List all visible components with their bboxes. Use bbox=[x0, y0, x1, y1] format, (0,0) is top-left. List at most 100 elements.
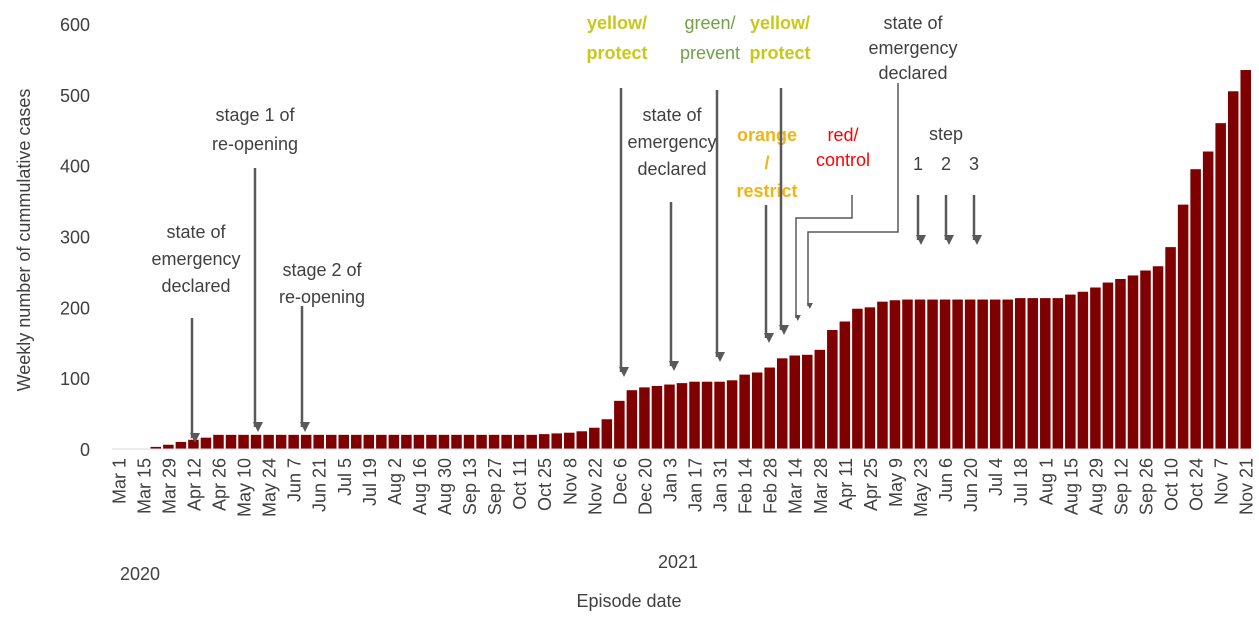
bar bbox=[902, 299, 913, 449]
bar bbox=[338, 434, 350, 449]
y-tick-label: 0 bbox=[80, 440, 90, 460]
annotation-line: control bbox=[816, 150, 870, 170]
x-tick-label: Aug 1 bbox=[1036, 458, 1056, 505]
x-tick-label: Nov 8 bbox=[560, 458, 580, 505]
bar bbox=[1215, 123, 1226, 450]
annotation-line: 1 bbox=[913, 154, 923, 174]
x-tick-label: May 24 bbox=[260, 458, 280, 517]
bar bbox=[726, 380, 738, 449]
bar bbox=[676, 383, 688, 449]
bar bbox=[814, 349, 826, 449]
bar bbox=[1040, 298, 1051, 449]
x-tick-label: Jan 3 bbox=[660, 458, 680, 502]
annotation-line: declared bbox=[637, 159, 706, 179]
bar bbox=[501, 434, 512, 449]
bar bbox=[764, 367, 775, 449]
bar bbox=[426, 434, 437, 449]
annotation-line: declared bbox=[878, 63, 947, 83]
x-tick-label: Jun 20 bbox=[961, 458, 981, 512]
bar bbox=[476, 434, 487, 449]
bar bbox=[488, 434, 500, 449]
annotation-line: stage 1 of bbox=[215, 105, 295, 125]
x-tick-label: Mar 14 bbox=[786, 458, 806, 514]
annotation: orange / restrict bbox=[736, 125, 797, 201]
bar bbox=[614, 400, 625, 449]
bar bbox=[964, 299, 976, 449]
annotation-line: green/ bbox=[684, 13, 735, 33]
x-tick-label: Apr 26 bbox=[209, 458, 229, 511]
y-tick-label: 100 bbox=[60, 369, 90, 389]
x-tick-label: Oct 25 bbox=[535, 458, 555, 511]
bar bbox=[263, 434, 274, 449]
x-tick-label: Jun 21 bbox=[310, 458, 330, 512]
bar bbox=[1014, 298, 1026, 449]
bar bbox=[1202, 151, 1214, 449]
x-tick-label: Mar 28 bbox=[811, 458, 831, 514]
bar bbox=[538, 434, 550, 449]
x-tick-label: May 23 bbox=[911, 458, 931, 517]
annotation: 1 bbox=[913, 154, 923, 174]
bar bbox=[589, 427, 600, 449]
bar bbox=[376, 434, 387, 449]
y-tick-label: 600 bbox=[60, 15, 90, 35]
bar bbox=[1065, 294, 1076, 449]
bar bbox=[288, 434, 299, 449]
bar bbox=[1090, 287, 1101, 449]
annotation: 2 bbox=[941, 154, 951, 174]
annotation-line: emergency bbox=[627, 132, 716, 152]
bar bbox=[175, 441, 187, 449]
x-tick-label: Dec 6 bbox=[610, 458, 630, 505]
x-tick-label: Mar 15 bbox=[134, 458, 154, 514]
bar bbox=[463, 434, 475, 449]
x-tick-label: Jul 18 bbox=[1011, 458, 1031, 506]
bar bbox=[351, 434, 362, 449]
annotation-line: declared bbox=[161, 276, 230, 296]
annotation: step bbox=[929, 124, 963, 144]
bar bbox=[852, 308, 863, 449]
y-tick-label: 400 bbox=[60, 157, 90, 177]
bar bbox=[1027, 298, 1039, 449]
y-axis-title: Weekly number of cummulative cases bbox=[14, 89, 34, 392]
bar bbox=[776, 358, 788, 449]
bar bbox=[526, 434, 537, 449]
bar bbox=[914, 299, 926, 449]
x-tick-label: Jul 19 bbox=[360, 458, 380, 506]
bar bbox=[1127, 275, 1139, 449]
x-tick-label: Aug 30 bbox=[435, 458, 455, 515]
x-tick-label: Jun 7 bbox=[285, 458, 305, 502]
bar bbox=[1177, 204, 1189, 449]
bar bbox=[1152, 266, 1164, 449]
x-tick-label: May 9 bbox=[886, 458, 906, 507]
year-label: 2020 bbox=[120, 564, 160, 584]
x-tick-label: Nov 21 bbox=[1237, 458, 1257, 515]
bar bbox=[576, 431, 588, 449]
annotation-line: state of bbox=[166, 222, 226, 242]
annotation-line: 3 bbox=[969, 154, 979, 174]
annotation: 3 bbox=[969, 154, 979, 174]
annotation-line: red/ bbox=[827, 125, 858, 145]
bar bbox=[877, 301, 888, 449]
x-tick-label: Aug 2 bbox=[385, 458, 405, 505]
bar bbox=[827, 330, 838, 449]
bar bbox=[977, 299, 988, 449]
bar bbox=[513, 434, 525, 449]
bar bbox=[927, 299, 938, 449]
x-tick-label: May 10 bbox=[235, 458, 255, 517]
bar bbox=[802, 354, 813, 449]
bar bbox=[952, 299, 963, 449]
x-tick-label: Aug 15 bbox=[1061, 458, 1081, 515]
x-tick-label: Sep 13 bbox=[460, 458, 480, 515]
annotation-line: prevent bbox=[680, 43, 740, 63]
bar bbox=[1102, 282, 1114, 449]
annotation: stage 2 of re-opening bbox=[279, 260, 365, 307]
annotation-line: re-opening bbox=[279, 287, 365, 307]
bar bbox=[438, 434, 450, 449]
bar bbox=[325, 434, 337, 449]
bar bbox=[1002, 299, 1013, 449]
x-tick-label: Oct 11 bbox=[510, 458, 530, 510]
y-tick-label: 200 bbox=[60, 298, 90, 318]
bar bbox=[1227, 91, 1239, 450]
bar bbox=[213, 434, 224, 449]
x-tick-label: Apr 11 bbox=[836, 458, 856, 510]
